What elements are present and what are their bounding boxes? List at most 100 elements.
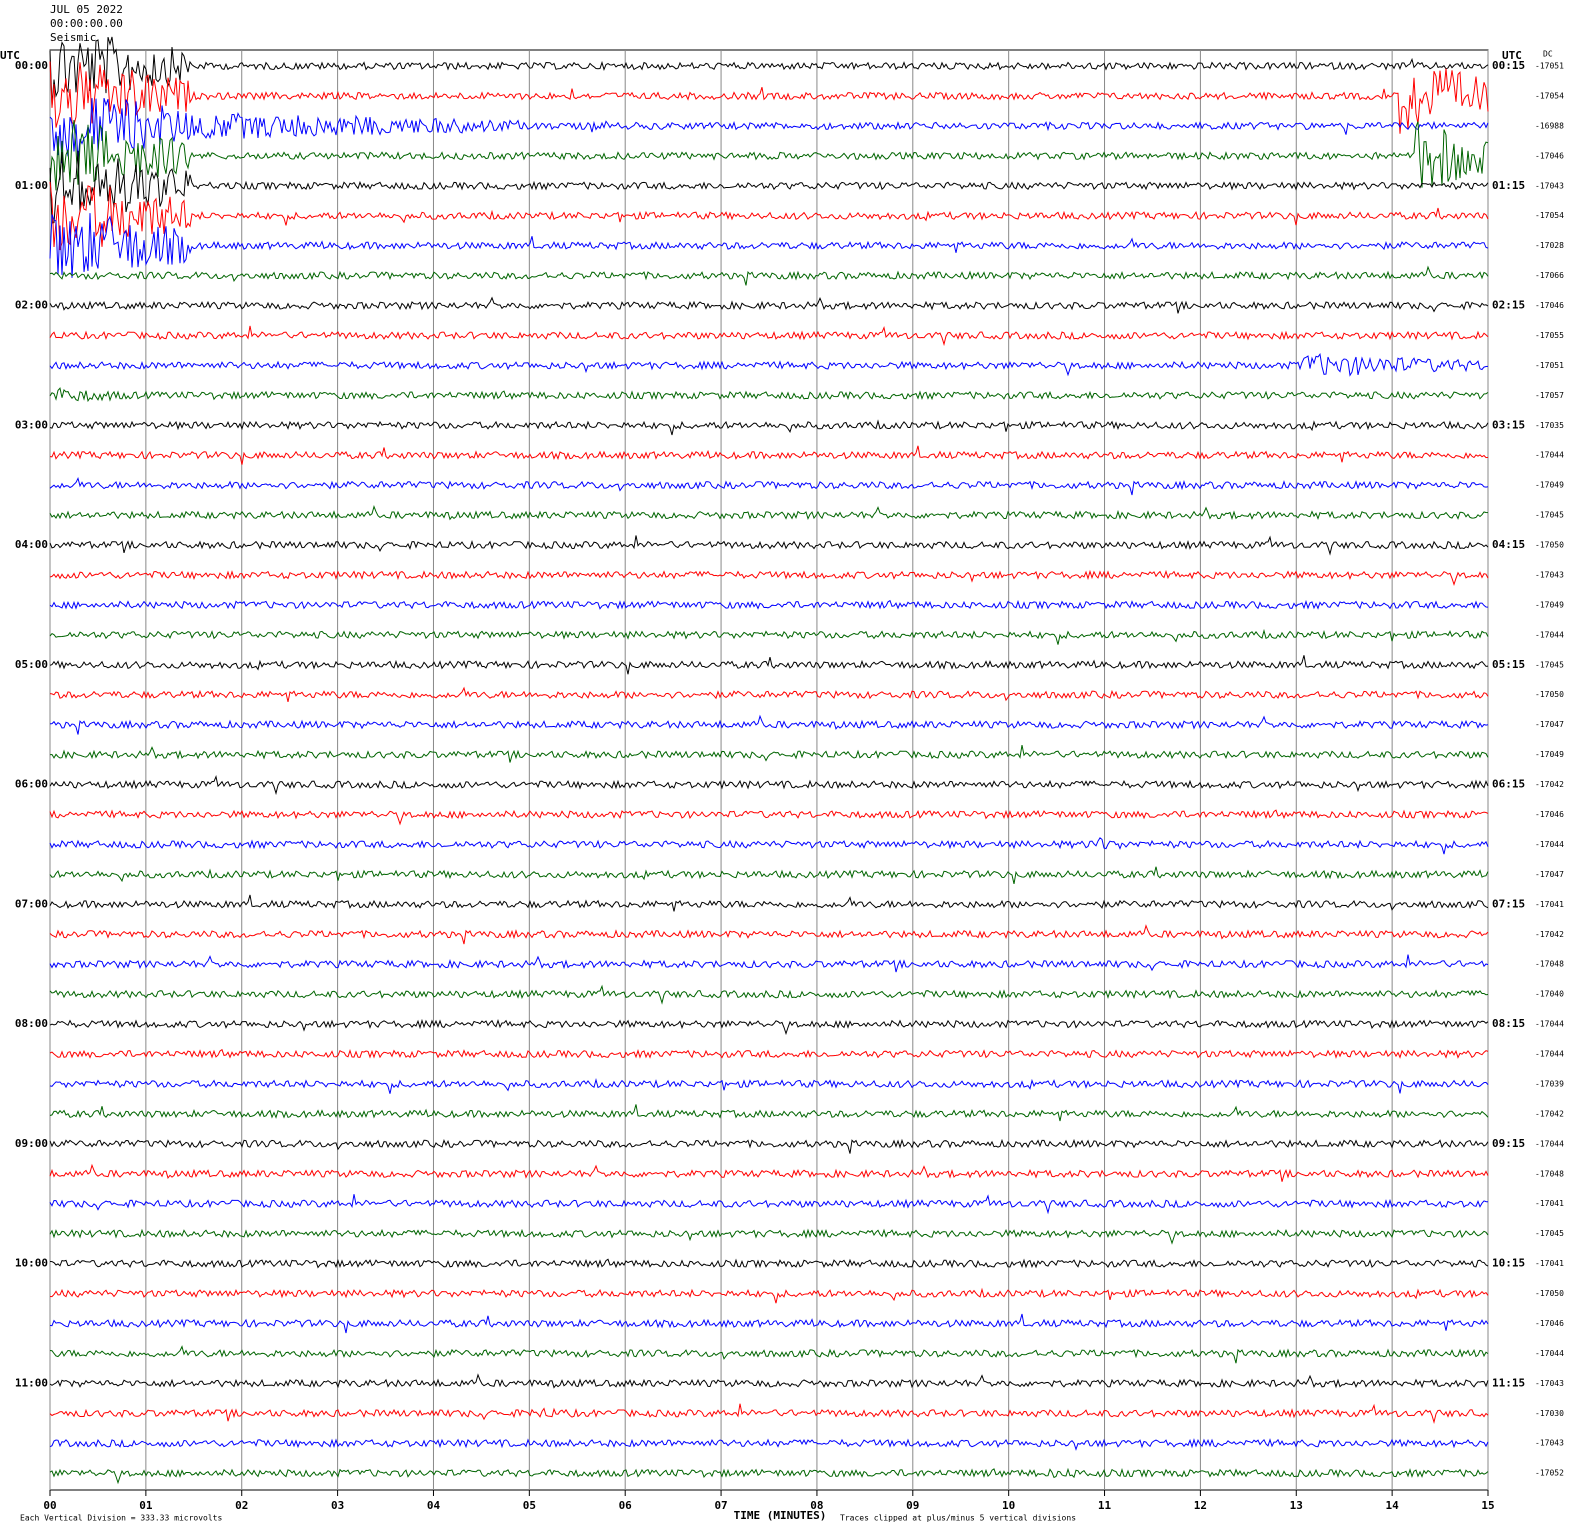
- dc-value: -17039: [1535, 1079, 1564, 1088]
- trace: [49, 1313, 1489, 1334]
- dc-value: -17042: [1535, 780, 1564, 789]
- trace: [49, 1287, 1489, 1304]
- row-label-right: 06:15: [1492, 778, 1525, 791]
- dc-value: -17030: [1535, 1409, 1564, 1418]
- x-tick-label: 15: [1481, 1499, 1494, 1512]
- trace: [49, 1228, 1489, 1245]
- trace: [49, 1163, 1489, 1182]
- x-tick-label: 09: [906, 1499, 919, 1512]
- dc-value: -17051: [1535, 361, 1564, 370]
- row-label-right: 02:15: [1492, 299, 1525, 312]
- trace: [49, 213, 1489, 278]
- dc-value: -17044: [1535, 1349, 1564, 1358]
- x-tick-label: 05: [523, 1499, 536, 1512]
- trace: [49, 535, 1489, 556]
- trace: [49, 1403, 1489, 1425]
- dc-value: -17042: [1535, 930, 1564, 939]
- trace: [49, 1373, 1489, 1389]
- trace: [49, 150, 1489, 224]
- dc-value: -17042: [1535, 1109, 1564, 1118]
- dc-value: -17045: [1535, 660, 1564, 669]
- dc-value: -17035: [1535, 421, 1564, 430]
- x-tick-label: 04: [427, 1499, 441, 1512]
- right-unit: UTC: [1502, 49, 1522, 62]
- dc-value: -17043: [1535, 570, 1564, 579]
- trace: [49, 628, 1489, 645]
- trace: [49, 1258, 1489, 1269]
- header-text: JUL 05 2022: [50, 3, 123, 16]
- dc-value: -17045: [1535, 1229, 1564, 1238]
- row-label-left: 11:00: [15, 1376, 48, 1389]
- dc-value: -17041: [1535, 1259, 1564, 1268]
- dc-value: -17044: [1535, 1050, 1564, 1059]
- trace: [49, 599, 1489, 610]
- row-label-right: 08:15: [1492, 1017, 1525, 1030]
- trace: [49, 1018, 1489, 1036]
- trace: [49, 1077, 1489, 1094]
- row-label-right: 04:15: [1492, 538, 1525, 551]
- trace: [49, 655, 1489, 675]
- dc-value: -17055: [1535, 331, 1564, 340]
- trace: [49, 1345, 1489, 1364]
- dc-value: -17041: [1535, 900, 1564, 909]
- row-label-left: 10:00: [15, 1257, 48, 1270]
- trace: [49, 387, 1489, 403]
- trace: [49, 837, 1489, 855]
- row-label-left: 08:00: [15, 1017, 48, 1030]
- dc-value: -17050: [1535, 541, 1564, 550]
- row-label-left: 05:00: [15, 658, 48, 671]
- x-tick-label: 08: [810, 1499, 823, 1512]
- dc-value: -17040: [1535, 990, 1564, 999]
- dc-value: -17044: [1535, 451, 1564, 460]
- dc-value: -17044: [1535, 1020, 1564, 1029]
- dc-value: -17054: [1535, 91, 1564, 100]
- x-tick-label: 13: [1290, 1499, 1303, 1512]
- trace: [49, 686, 1489, 703]
- trace: [49, 181, 1489, 251]
- dc-unit: DC: [1543, 50, 1553, 59]
- trace: [49, 775, 1489, 796]
- x-axis-title: TIME (MINUTES): [734, 1509, 827, 1522]
- dc-value: -16988: [1535, 121, 1564, 130]
- dc-value: -17066: [1535, 271, 1564, 280]
- dc-value: -17044: [1535, 630, 1564, 639]
- clip-note: Traces clipped at plus/minus 5 vertical …: [840, 1514, 1076, 1523]
- trace: [49, 36, 1489, 106]
- row-label-right: 03:15: [1492, 418, 1525, 431]
- row-label-right: 07:15: [1492, 897, 1525, 910]
- x-tick-label: 06: [619, 1499, 633, 1512]
- x-tick-label: 02: [235, 1499, 248, 1512]
- row-label-left: 03:00: [15, 418, 48, 431]
- dc-value: -17049: [1535, 481, 1564, 490]
- x-tick-label: 14: [1386, 1499, 1400, 1512]
- trace: [49, 505, 1489, 521]
- dc-value: -17050: [1535, 690, 1564, 699]
- row-label-right: 09:15: [1492, 1137, 1525, 1150]
- trace: [49, 894, 1489, 912]
- trace: [49, 265, 1489, 286]
- traces: [49, 36, 1489, 1485]
- trace: [49, 809, 1489, 826]
- trace: [49, 325, 1489, 347]
- trace: [49, 352, 1489, 377]
- dc-value: -17044: [1535, 1139, 1564, 1148]
- row-label-right: 10:15: [1492, 1257, 1525, 1270]
- row-label-left: 07:00: [15, 897, 48, 910]
- dc-value: -17041: [1535, 1199, 1564, 1208]
- trace: [49, 120, 1489, 191]
- trace: [49, 1194, 1489, 1215]
- trace: [49, 745, 1489, 763]
- left-unit: UTC: [0, 49, 20, 62]
- x-tick-label: 01: [139, 1499, 153, 1512]
- row-label-left: 00:00: [15, 59, 48, 72]
- trace: [49, 954, 1489, 973]
- row-label-left: 02:00: [15, 299, 48, 312]
- row-label-right: 01:15: [1492, 179, 1525, 192]
- trace: [49, 445, 1489, 465]
- dc-value: -17045: [1535, 511, 1564, 520]
- trace: [49, 866, 1489, 885]
- dc-value: -17043: [1535, 1439, 1564, 1448]
- dc-value: -17048: [1535, 960, 1564, 969]
